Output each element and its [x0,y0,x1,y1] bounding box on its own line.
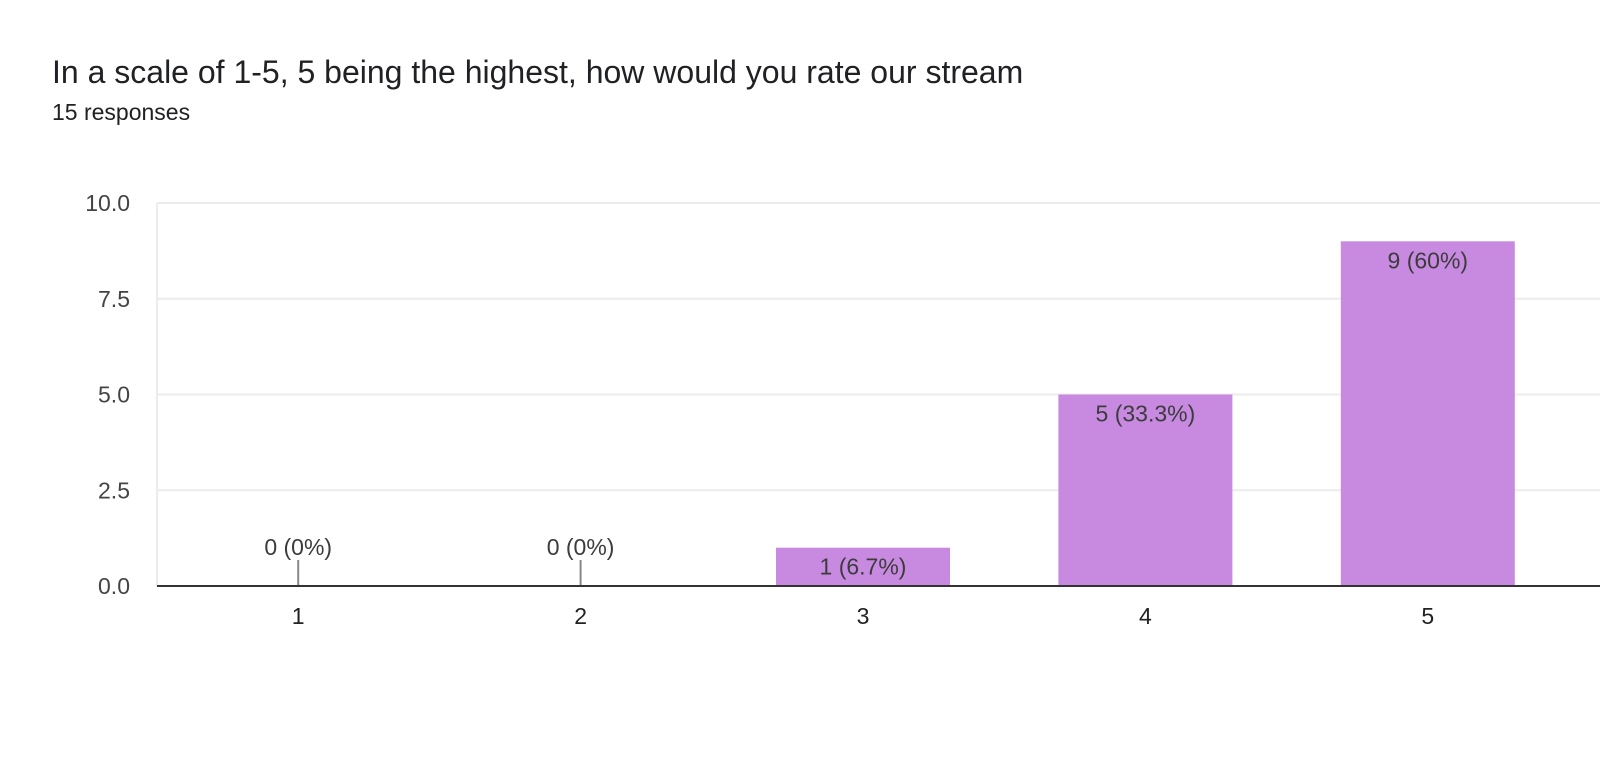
data-label: 1 (6.7%) [820,554,907,580]
bar [1058,394,1233,586]
y-tick-label: 10.0 [85,190,130,216]
x-tick-label: 4 [1139,603,1152,629]
chart-header: In a scale of 1-5, 5 being the highest, … [52,52,1023,126]
y-tick-label: 7.5 [98,286,130,312]
response-count: 15 responses [52,99,191,125]
y-tick-label: 0.0 [98,573,130,599]
x-tick-label: 5 [1421,603,1434,629]
bar [776,547,950,586]
y-tick-label: 5.0 [98,382,130,408]
chart-title: In a scale of 1-5, 5 being the highest, … [52,54,1024,90]
x-tick-label: 2 [574,603,587,629]
data-label: 0 (0%) [264,534,332,560]
y-tick-label: 2.5 [98,477,130,503]
data-label: 0 (0%) [547,534,615,560]
data-label: 5 (33.3%) [1096,401,1196,427]
bar [1340,241,1515,587]
x-tick-label: 1 [292,603,305,629]
x-tick-label: 3 [857,603,870,629]
data-label: 9 (60%) [1388,247,1469,273]
